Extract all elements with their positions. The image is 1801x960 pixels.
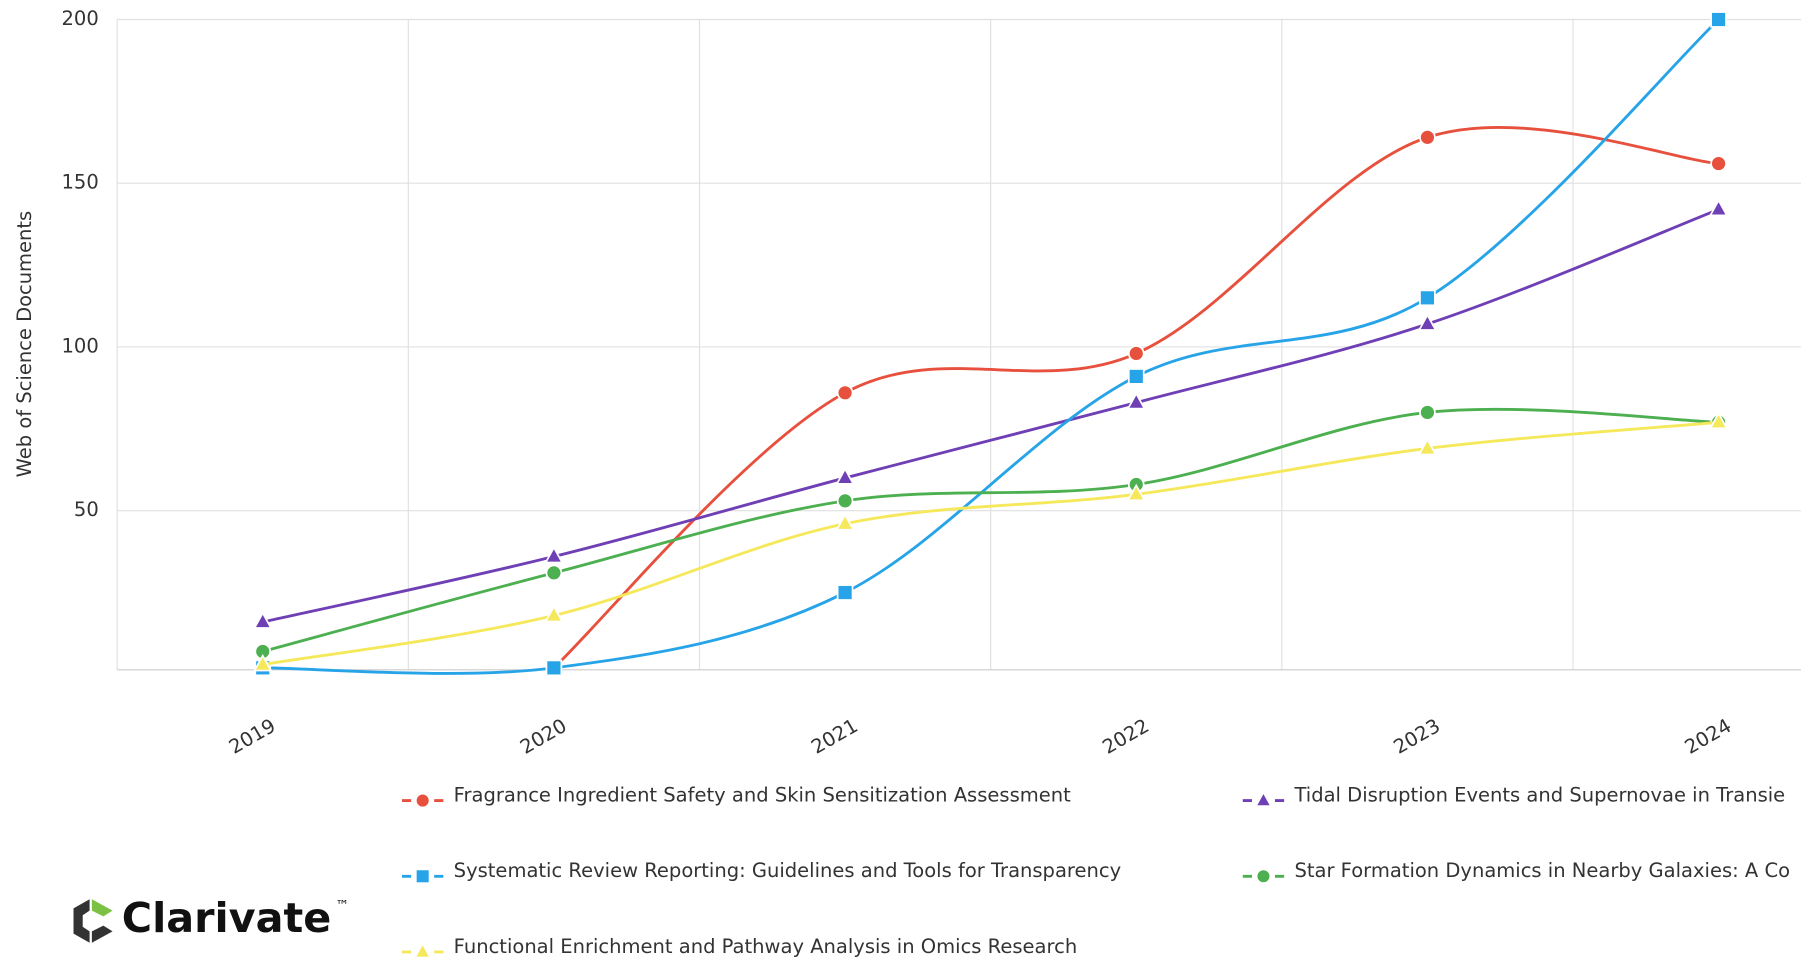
logo-icon xyxy=(91,925,113,943)
legend-label: Functional Enrichment and Pathway Analys… xyxy=(454,935,1078,958)
series xyxy=(253,198,1729,629)
series-line xyxy=(262,407,1719,653)
legend-marker xyxy=(413,941,432,959)
logo-icon xyxy=(91,899,113,917)
data-point xyxy=(1419,404,1436,421)
logo-mark: ™ xyxy=(335,898,349,914)
series xyxy=(253,411,1729,672)
data-point xyxy=(1126,483,1146,502)
legend-item: Star Formation Dynamics in Nearby Galaxi… xyxy=(1242,859,1790,885)
y-tick-label: 150 xyxy=(62,171,99,194)
data-point xyxy=(1710,11,1727,28)
logo-icon xyxy=(73,899,90,943)
x-tick-label: 2020 xyxy=(516,714,571,759)
data-point xyxy=(835,467,855,485)
series-line xyxy=(262,208,1720,624)
data-point xyxy=(1417,437,1438,456)
data-point xyxy=(836,492,854,510)
data-point xyxy=(1419,129,1436,146)
data-point xyxy=(253,611,273,629)
x-tick-label: 2019 xyxy=(225,714,280,759)
logo-text: Clarivate xyxy=(122,894,332,942)
legend-item: Functional Enrichment and Pathway Analys… xyxy=(402,935,1078,959)
legend-marker xyxy=(1254,790,1273,807)
data-point xyxy=(1127,368,1145,385)
data-point xyxy=(1126,391,1146,410)
data-point xyxy=(1710,155,1727,172)
data-point xyxy=(1708,411,1729,430)
legend-marker xyxy=(414,792,431,809)
data-point xyxy=(1127,345,1145,362)
x-tick-label: 2021 xyxy=(807,714,862,759)
data-point xyxy=(544,545,564,564)
legend-item: Systematic Review Reporting: Guidelines … xyxy=(402,859,1121,885)
data-point xyxy=(545,659,563,677)
series xyxy=(254,404,1727,660)
x-tick-label: 2022 xyxy=(1098,714,1153,759)
legend-label: Tidal Disruption Events and Supernovae i… xyxy=(1293,783,1785,806)
data-point xyxy=(544,604,564,623)
legend-marker xyxy=(414,868,431,885)
data-point xyxy=(253,653,273,672)
y-axis-label: Web of Science Documents xyxy=(13,211,36,477)
y-tick-label: 50 xyxy=(74,498,99,521)
data-point xyxy=(1419,289,1436,307)
data-point xyxy=(545,564,563,582)
data-point xyxy=(1417,313,1438,331)
data-point xyxy=(1708,198,1729,217)
legend-marker xyxy=(1255,868,1272,885)
logo: Clarivate ™ xyxy=(73,894,349,943)
data-point xyxy=(836,584,854,601)
legend-label: Systematic Review Reporting: Guidelines … xyxy=(454,859,1121,882)
legend-item: Tidal Disruption Events and Supernovae i… xyxy=(1242,783,1785,807)
series-line xyxy=(262,420,1719,666)
series-line xyxy=(262,18,1720,675)
data-point xyxy=(835,513,855,531)
legend-label: Star Formation Dynamics in Nearby Galaxi… xyxy=(1294,859,1790,882)
x-tick-label: 2023 xyxy=(1390,714,1445,759)
legend-item: Fragrance Ingredient Safety and Skin Sen… xyxy=(402,783,1071,809)
y-tick-label: 100 xyxy=(62,334,99,357)
x-tick-label: 2024 xyxy=(1681,714,1736,759)
data-point xyxy=(836,384,854,402)
y-tick-label: 200 xyxy=(62,7,99,30)
legend-label: Fragrance Ingredient Safety and Skin Sen… xyxy=(454,783,1071,806)
